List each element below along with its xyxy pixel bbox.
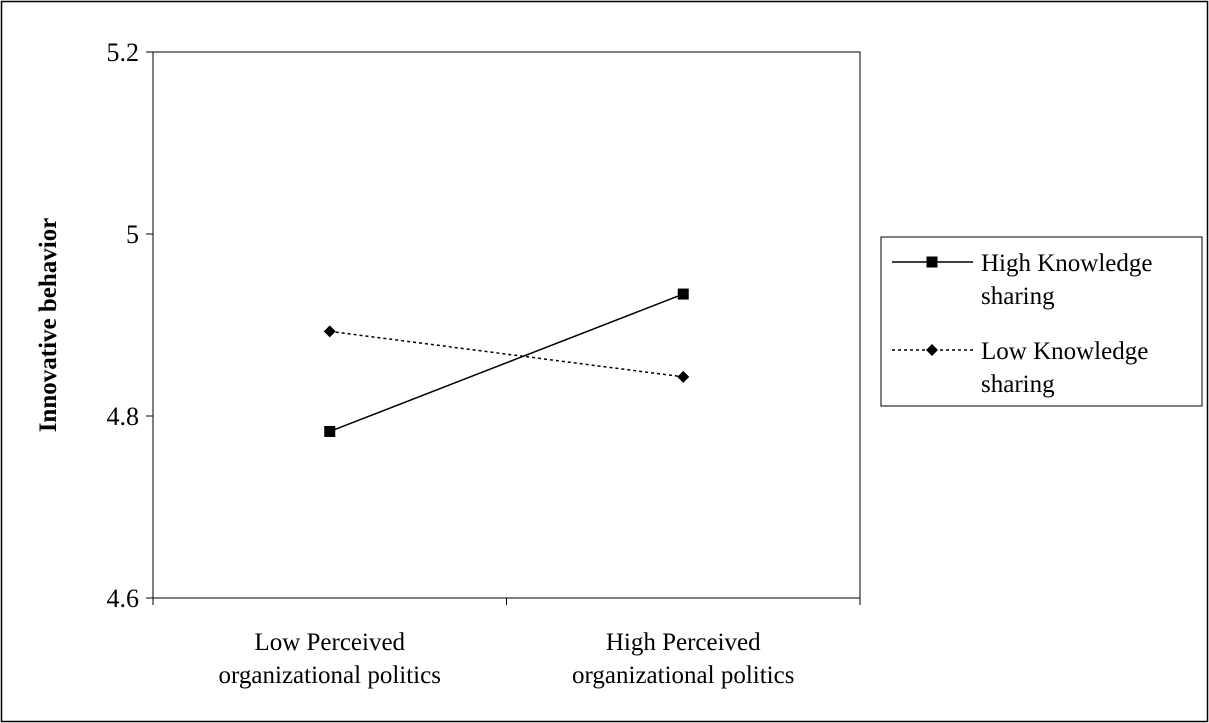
data-point-low-knowledge-sharing (677, 370, 690, 383)
legend-label-high-knowledge-sharing: High Knowledge sharing (981, 250, 1153, 310)
legend-marker-low-knowledge-sharing (926, 344, 938, 356)
legend-marker-high-knowledge-sharing (926, 256, 938, 268)
y-tick-label: 4.6 (107, 584, 140, 613)
x-category-label: Low Perceived organizational politics (219, 629, 441, 689)
y-tick-label: 5 (126, 220, 139, 249)
x-axis-ticks: Low Perceived organizational politics High… (152, 598, 861, 689)
data-point-high-knowledge-sharing (677, 288, 689, 300)
y-axis-title: Innovative behavior (35, 218, 62, 433)
data-point-high-knowledge-sharing (324, 425, 336, 437)
series-line-high-knowledge-sharing (329, 293, 684, 433)
y-axis-ticks: 4.6 4.8 5 5.2 (107, 38, 153, 613)
x-category-label: High Perceived organizational politics (572, 629, 794, 689)
data-point-low-knowledge-sharing (323, 325, 336, 338)
legend-label-low-knowledge-sharing: Low Knowledge sharing (981, 338, 1148, 398)
series-layer (323, 288, 690, 437)
legend: High Knowledge sharing Low Knowledge sharin… (880, 236, 1203, 407)
y-tick-label: 4.8 (107, 402, 140, 431)
y-tick-label: 5.2 (107, 38, 140, 67)
